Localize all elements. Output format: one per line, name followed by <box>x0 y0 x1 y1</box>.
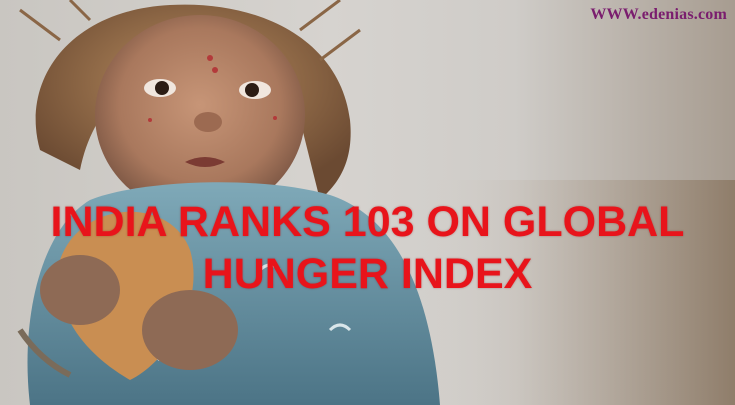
hair-strands <box>19 0 361 62</box>
nose <box>194 112 222 132</box>
left-hand <box>40 255 120 325</box>
mouth <box>185 157 225 167</box>
headline-line-2: HUNGER INDEX <box>202 250 533 298</box>
headline-text: INDIA RANKS 103 ON GLOBAL HUNGER INDEX <box>0 196 735 300</box>
right-hand <box>142 290 238 370</box>
background-right-blur <box>430 180 735 405</box>
site-watermark: WWW.edenias.com <box>590 6 727 23</box>
bracelet <box>17 328 72 378</box>
headline-line-1: INDIA RANKS 103 ON GLOBAL <box>50 198 685 246</box>
